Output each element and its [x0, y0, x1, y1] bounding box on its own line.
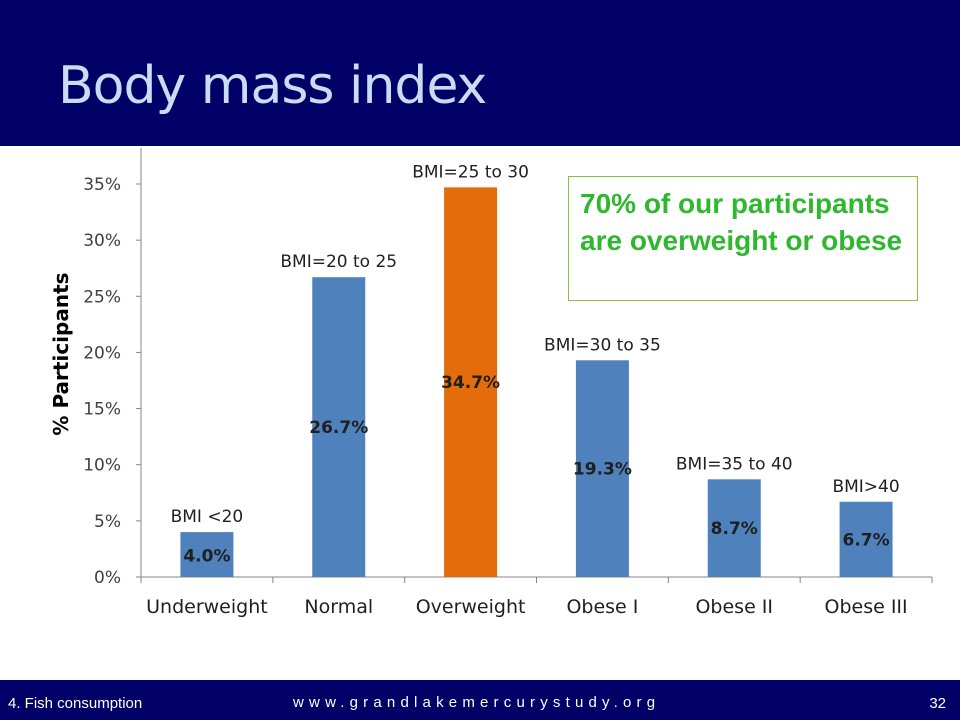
- slide-footer: 4. Fish consumption www.grandlakemercury…: [0, 680, 960, 720]
- bar-value-label: 8.7%: [711, 519, 758, 539]
- bar-obese-ii: [707, 479, 761, 577]
- bar-range-label: BMI=25 to 30: [412, 162, 529, 182]
- bar-obese-iii: [839, 501, 893, 577]
- y-tick-label: 10%: [83, 456, 121, 476]
- slide-header: Body mass index: [0, 0, 960, 146]
- bar-normal: [312, 277, 366, 577]
- y-tick-label: 0%: [94, 568, 121, 588]
- footer-section-label: 4. Fish consumption: [8, 695, 143, 712]
- bar-range-label: BMI <20: [171, 507, 244, 527]
- bar-range-label: BMI=30 to 35: [544, 335, 661, 355]
- bar-underweight: [180, 532, 234, 577]
- footer-page-number: 32: [929, 695, 946, 712]
- y-tick-label: 15%: [83, 400, 121, 420]
- y-tick-label: 35%: [83, 175, 121, 195]
- bar-value-label: 19.3%: [573, 460, 632, 480]
- x-category-label: Obese I: [566, 596, 638, 618]
- bar-value-label: 26.7%: [309, 418, 368, 438]
- x-category-label: Normal: [304, 596, 373, 618]
- footer-website[interactable]: www.grandlakemercurystudy.org: [293, 694, 661, 711]
- y-tick-label: 25%: [83, 287, 121, 307]
- bar-overweight: [444, 187, 498, 577]
- x-category-label: Overweight: [416, 596, 526, 618]
- callout-box: 70% of our participants are overweight o…: [568, 176, 918, 301]
- x-category-label: Underweight: [146, 596, 268, 618]
- bar-value-label: 6.7%: [843, 530, 890, 550]
- slide-title: Body mass index: [58, 56, 487, 116]
- bar-value-label: 34.7%: [441, 373, 500, 393]
- y-axis-title: % Participants: [49, 272, 73, 435]
- bmi-bar-chart: 0% 5% 10% 15% 20% 25% 30% 35% % Participants 4.0%…: [49, 148, 933, 618]
- y-tick-label: 30%: [83, 231, 121, 251]
- y-tick-label: 20%: [83, 343, 121, 363]
- bar-range-label: BMI>40: [832, 477, 899, 497]
- y-tick-label: 5%: [94, 512, 121, 532]
- bar-range-label: BMI=35 to 40: [676, 454, 793, 474]
- bar-obese-i: [575, 360, 629, 577]
- bar-value-label: 4.0%: [183, 547, 230, 567]
- bar-range-label: BMI=20 to 25: [280, 252, 397, 272]
- x-category-label: Obese III: [825, 596, 908, 618]
- x-category-label: Obese II: [695, 596, 773, 618]
